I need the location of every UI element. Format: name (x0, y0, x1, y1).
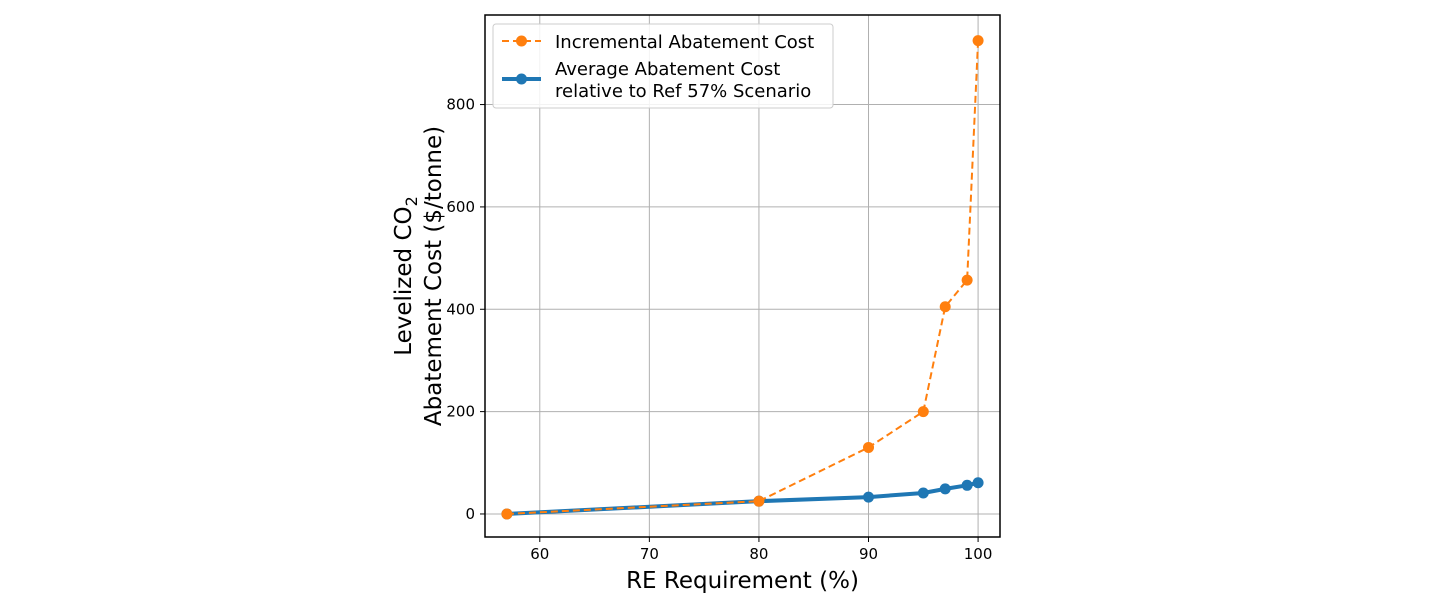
legend-swatch-incremental-marker (516, 35, 527, 47)
incremental-data-point (917, 406, 929, 418)
y-tick-label: 800 (446, 96, 475, 114)
legend-box (492, 23, 834, 109)
average-data-point (863, 491, 875, 503)
average-data-point (972, 477, 984, 489)
legend-entry-average: Average Abatement Cost relative to Ref 5… (502, 59, 811, 102)
incremental-data-point (753, 495, 765, 507)
y-tick-label: 400 (446, 300, 475, 318)
average-data-point (961, 479, 973, 491)
legend: Incremental Abatement Cost Average Abate… (492, 23, 834, 109)
legend-label-incremental: Incremental Abatement Cost (555, 32, 814, 53)
x-tick-label: 70 (640, 545, 659, 563)
series-incremental (501, 35, 984, 520)
incremental-data-point (501, 508, 513, 520)
y-tick-label: 0 (465, 505, 475, 523)
y-axis-title-prefix: Levelized CO (391, 206, 417, 355)
legend-label-average-line1: Average Abatement Cost (555, 59, 780, 80)
series-average (501, 477, 984, 520)
incremental-series-line (506, 40, 980, 515)
x-tick-label: 80 (749, 545, 768, 563)
incremental-data-point (961, 274, 973, 286)
legend-swatch-average-marker (516, 73, 527, 85)
y-axis-title-subscript: 2 (402, 196, 421, 206)
average-series-line (506, 480, 979, 516)
legend-entry-incremental: Incremental Abatement Cost (502, 32, 814, 53)
x-tick-label: 90 (859, 545, 878, 563)
average-data-point (917, 487, 929, 499)
incremental-data-point (939, 301, 951, 313)
x-tick-label: 100 (964, 545, 993, 563)
y-axis-title-line2: Abatement Cost ($/tonne) (421, 126, 447, 426)
incremental-data-point (863, 441, 875, 453)
x-axis-title: RE Requirement (%) (626, 568, 859, 594)
y-tick-label: 200 (446, 403, 475, 421)
y-axis-title: Levelized CO2 Abatement Cost ($/tonne) (391, 126, 447, 426)
y-tick-label: 600 (446, 198, 475, 216)
plot-frame (484, 14, 1001, 538)
series-layer (501, 35, 984, 520)
incremental-data-point (972, 35, 984, 47)
average-data-point (939, 483, 951, 495)
y-axis-title-line1: Levelized CO2 (391, 196, 421, 356)
tick-layer: 60 70 80 90 100 0 200 400 600 800 (446, 96, 992, 563)
legend-label-average-line2: relative to Ref 57% Scenario (555, 81, 811, 102)
x-tick-label: 60 (530, 545, 549, 563)
